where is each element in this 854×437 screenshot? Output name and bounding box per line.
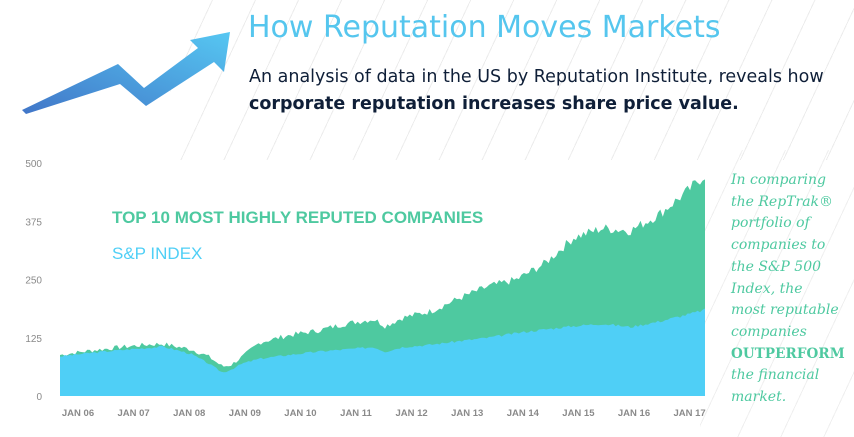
subtitle-text: An analysis of data in the US by Reputat… xyxy=(249,67,824,87)
y-tick-label: 250 xyxy=(25,276,42,287)
sidebar-line: companies to xyxy=(731,237,826,254)
subtitle-emphasis: corporate reputation increases share pri… xyxy=(249,94,739,114)
page-subtitle: An analysis of data in the US by Reputat… xyxy=(249,64,839,118)
sidebar-line: In comparing xyxy=(731,172,826,188)
sidebar-emphasis: OUTPERFORM xyxy=(731,345,845,362)
x-tick-label: JAN 17 xyxy=(673,408,705,419)
legend-reptrak: TOP 10 MOST HIGHLY REPUTED COMPANIES xyxy=(112,208,483,227)
y-tick-label: 375 xyxy=(25,217,42,228)
x-tick-label: JAN 16 xyxy=(618,408,650,419)
sidebar-line: Index, the xyxy=(731,280,803,297)
x-tick-label: JAN 09 xyxy=(229,408,261,419)
sidebar-line: companies xyxy=(731,323,807,340)
x-tick-label: JAN 10 xyxy=(284,408,316,419)
y-tick-label: 500 xyxy=(25,159,42,170)
sidebar-note: In comparing the RepTrak® portfolio of c… xyxy=(731,170,851,409)
x-tick-label: JAN 07 xyxy=(117,408,149,419)
sidebar-line: the financial xyxy=(731,367,820,384)
sidebar-line: portfolio of xyxy=(731,215,810,232)
x-tick-label: JAN 13 xyxy=(451,408,483,419)
page-title: How Reputation Moves Markets xyxy=(248,10,721,45)
sidebar-line: the S&P 500 xyxy=(731,258,822,275)
x-tick-label: JAN 11 xyxy=(340,408,372,419)
sidebar-line: most reputable xyxy=(731,302,839,319)
x-tick-label: JAN 08 xyxy=(173,408,205,419)
y-axis: 0 125 250 375 500 xyxy=(25,159,42,403)
sidebar-line: the RepTrak® xyxy=(731,193,834,210)
upward-trend-arrow-icon xyxy=(22,32,230,114)
x-tick-label: JAN 15 xyxy=(562,408,595,419)
y-tick-label: 125 xyxy=(25,334,42,345)
x-tick-label: JAN 06 xyxy=(62,408,94,419)
x-tick-label: JAN 12 xyxy=(395,408,427,419)
y-tick-label: 0 xyxy=(36,392,42,403)
sp-index-area xyxy=(60,308,705,396)
sidebar-line: market. xyxy=(731,389,787,406)
x-axis: JAN 06 JAN 07 JAN 08 JAN 09 JAN 10 JAN 11 JAN … xyxy=(62,408,706,419)
legend-sp-index: S&P INDEX xyxy=(112,244,202,263)
x-tick-label: JAN 14 xyxy=(507,408,540,419)
